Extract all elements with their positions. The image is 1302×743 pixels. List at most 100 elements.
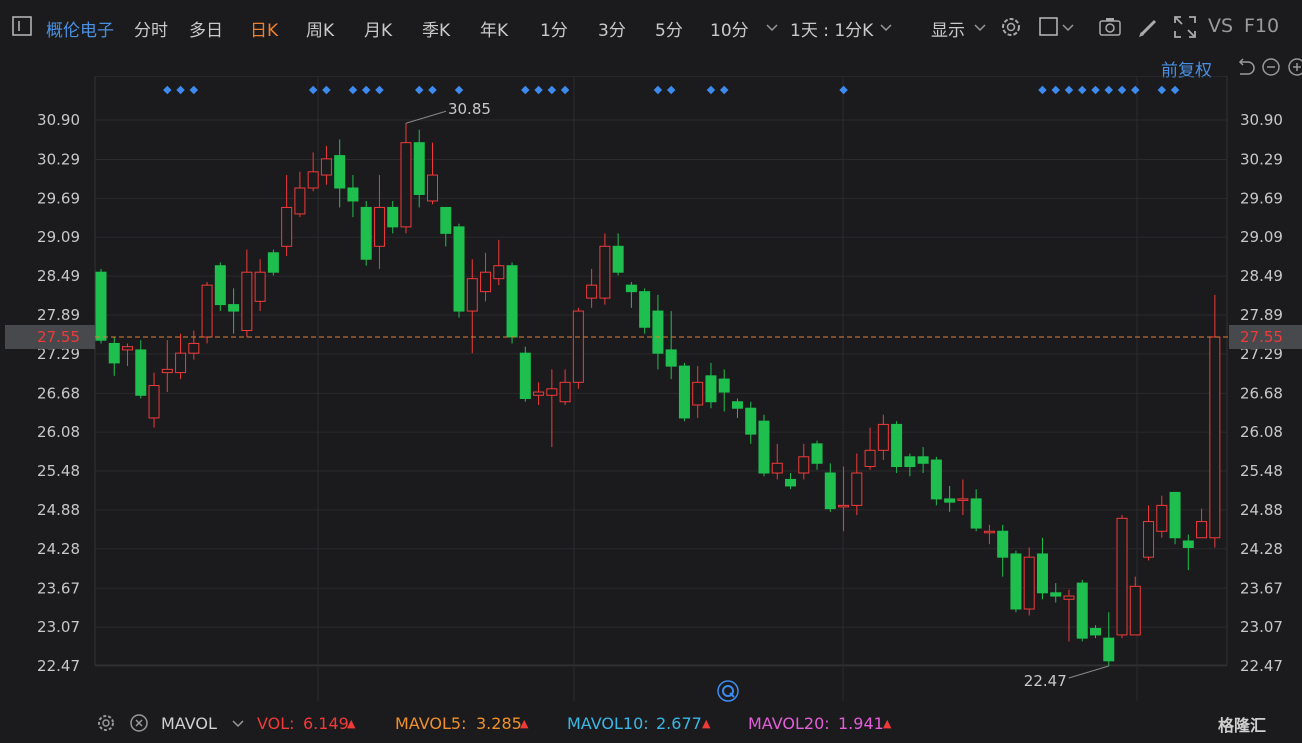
tab-weekly-k[interactable]: 周K	[306, 21, 335, 41]
tab-10min[interactable]: 10分	[710, 21, 749, 41]
multi-period-selector[interactable]: 1天 : 1分K	[790, 21, 874, 41]
zoom-out-icon[interactable]	[1259, 55, 1285, 81]
candle	[983, 524, 995, 545]
candle-body	[731, 401, 743, 409]
mavol10-value: 2.677	[656, 714, 702, 733]
y-tick-label-left: 27.89	[37, 306, 80, 324]
event-marker-dot	[1077, 85, 1087, 95]
tab-daily-k[interactable]: 日K	[250, 21, 279, 41]
candle-body	[559, 381, 571, 403]
event-marker-dot	[428, 85, 437, 95]
y-tick-label-right: 29.69	[1240, 189, 1283, 207]
event-marker-dot	[176, 85, 185, 95]
candle	[347, 175, 359, 218]
camera-icon[interactable]	[1097, 14, 1123, 40]
candle-body	[373, 206, 385, 247]
tab-3min[interactable]: 3分	[598, 21, 626, 41]
candle	[930, 456, 942, 506]
vs-compare-button[interactable]: VS	[1208, 15, 1234, 37]
tab-multiday[interactable]: 多日	[189, 21, 223, 41]
indicator-settings-gear-icon[interactable]	[94, 711, 120, 737]
candle	[1023, 547, 1035, 616]
candle-body	[533, 391, 545, 396]
indicator-close-icon[interactable]	[127, 711, 153, 737]
candle	[241, 249, 253, 337]
event-marker-dot	[189, 85, 199, 95]
undo-icon[interactable]	[1232, 55, 1258, 81]
event-marker-dot	[348, 85, 358, 95]
candle	[188, 330, 200, 360]
candle	[307, 152, 319, 192]
candle-body	[891, 423, 903, 468]
candle	[851, 453, 863, 516]
y-tick-label-left: 23.07	[37, 618, 80, 636]
y-tick-label-right: 26.08	[1240, 423, 1283, 441]
locate-q-icon[interactable]	[716, 679, 742, 705]
layout-square-icon[interactable]	[1037, 14, 1063, 40]
stock-name[interactable]: 概伦电子	[46, 21, 114, 41]
candle	[1063, 589, 1075, 642]
candle-body	[254, 271, 266, 302]
y-tick-label-right: 24.28	[1240, 540, 1283, 558]
candle-body	[811, 443, 823, 464]
candle-body	[506, 265, 518, 338]
candle-body	[135, 349, 147, 396]
candle	[427, 142, 438, 205]
candle	[1036, 537, 1048, 600]
candle-body	[851, 472, 863, 506]
candle-body	[586, 284, 598, 299]
candle-body	[347, 187, 359, 202]
tab-minute[interactable]: 分时	[134, 21, 168, 41]
y-tick-label-left: 26.68	[37, 384, 80, 402]
candle	[824, 463, 836, 512]
period-dropdown-chevron-icon[interactable]	[760, 14, 786, 40]
tab-1min[interactable]: 1分	[540, 21, 568, 41]
candle-body	[718, 378, 730, 393]
f10-button[interactable]: F10	[1244, 15, 1280, 37]
candle	[387, 200, 399, 234]
candle-body	[997, 530, 1009, 558]
candle	[135, 340, 147, 399]
candle-body	[612, 245, 624, 273]
y-tick-label-right: 27.29	[1240, 345, 1283, 363]
draw-pen-icon[interactable]	[1136, 14, 1162, 40]
indicator-chevron-icon[interactable]	[226, 711, 252, 737]
candle	[625, 281, 637, 308]
sidebar-toggle-icon[interactable]	[10, 14, 36, 40]
candle	[1209, 294, 1221, 548]
candle	[745, 401, 757, 444]
event-marker-dot	[719, 85, 729, 95]
candle-body	[400, 142, 412, 228]
candle	[1196, 508, 1208, 539]
candle	[466, 259, 478, 354]
layout-chevron-icon[interactable]	[1057, 14, 1083, 40]
candle	[957, 479, 969, 516]
vol-label: VOL:	[257, 714, 295, 733]
candle	[811, 440, 823, 470]
display-chevron-icon[interactable]	[968, 14, 994, 40]
candle-body	[692, 381, 704, 406]
candle-body	[307, 171, 319, 189]
tab-quarterly-k[interactable]: 季K	[422, 21, 451, 41]
tab-monthly-k[interactable]: 月K	[364, 21, 393, 41]
candle-body	[1036, 553, 1048, 594]
settings-gear-icon[interactable]	[999, 14, 1025, 40]
candle	[334, 139, 346, 208]
candle-body	[1129, 585, 1141, 636]
indicator-name[interactable]: MAVOL	[161, 714, 217, 733]
candle-body	[267, 252, 279, 273]
event-marker-dot	[1091, 85, 1100, 95]
candle	[639, 288, 651, 334]
y-tick-label-left: 27.29	[37, 345, 80, 363]
candle-body	[188, 342, 200, 354]
y-tick-label-left: 29.69	[37, 189, 80, 207]
multi-period-chevron-icon[interactable]	[874, 14, 900, 40]
y-tick-label-right: 29.09	[1240, 228, 1283, 246]
tab-5min[interactable]: 5分	[655, 21, 683, 41]
tab-yearly-k[interactable]: 年K	[480, 21, 509, 41]
zoom-in-icon[interactable]	[1285, 55, 1302, 81]
fullscreen-icon[interactable]	[1172, 14, 1198, 40]
display-menu[interactable]: 显示	[931, 21, 965, 41]
y-tick-label-left: 28.49	[37, 267, 80, 285]
candlestick-chart[interactable]: 30.90 30.90 30.29 30.29 29.69 29.69 29.09 29.09…	[0, 76, 1302, 701]
